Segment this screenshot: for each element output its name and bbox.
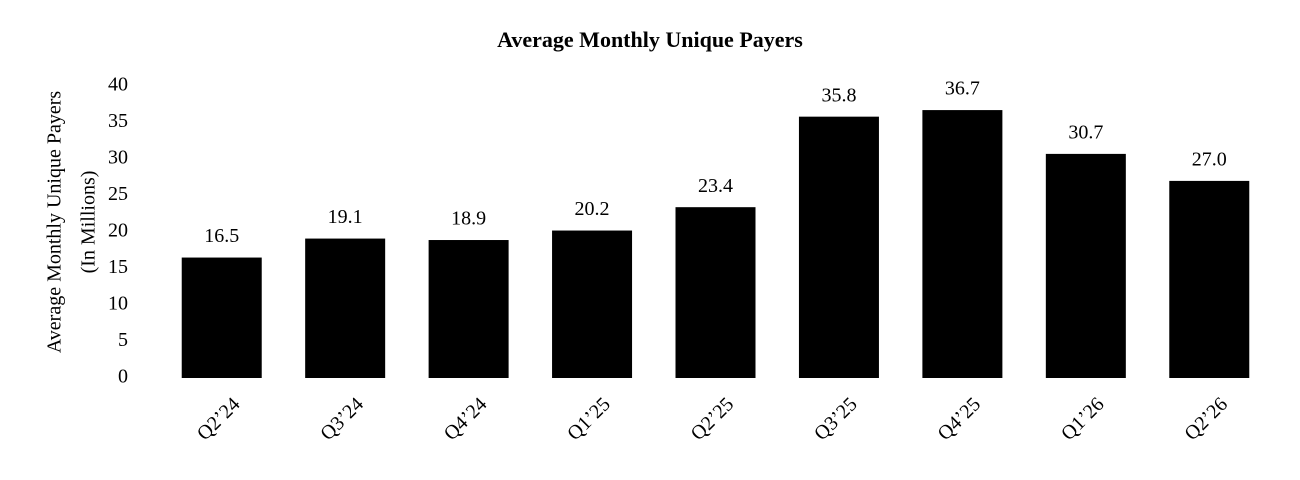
x-tick-label: Q2’24 (193, 393, 245, 445)
bar (675, 207, 756, 378)
x-tick-label: Q4’24 (440, 393, 492, 445)
y-axis-label: (In Millions) (78, 171, 100, 274)
y-axis-label: Average Monthly Unique Payers (44, 91, 66, 354)
value-label: 30.7 (1068, 121, 1103, 143)
x-tick-label: Q1’26 (1057, 393, 1109, 445)
y-tick-label: 10 (108, 293, 128, 315)
value-label: 27.0 (1192, 148, 1227, 170)
y-tick-label: 0 (118, 366, 128, 388)
y-tick-label: 25 (108, 183, 128, 205)
bar (305, 238, 386, 378)
bar (1169, 180, 1250, 378)
y-tick-label: 20 (108, 220, 128, 242)
bar (181, 257, 262, 378)
bar (552, 230, 633, 378)
value-label: 35.8 (821, 84, 856, 106)
value-label: 16.5 (204, 225, 239, 247)
bar (922, 110, 1003, 378)
x-tick-label: Q1’25 (563, 393, 615, 445)
x-tick-label: Q3’24 (316, 393, 368, 445)
y-tick-label: 40 (108, 74, 128, 96)
value-label: 23.4 (698, 175, 733, 197)
x-tick-label: Q4’25 (933, 393, 985, 445)
value-label: 19.1 (328, 206, 363, 228)
x-tick-label: Q3’25 (810, 393, 862, 445)
value-label: 36.7 (945, 78, 980, 100)
chart-title: Average Monthly Unique Payers (497, 27, 803, 52)
bar (1045, 153, 1126, 378)
x-tick-label: Q2’26 (1180, 393, 1232, 445)
y-tick-label: 5 (118, 329, 128, 351)
value-label: 20.2 (575, 198, 610, 220)
y-tick-label: 15 (108, 256, 128, 278)
bar (428, 240, 509, 378)
x-tick-label: Q2’25 (687, 393, 739, 445)
y-tick-label: 35 (108, 110, 128, 132)
value-label: 18.9 (451, 208, 486, 230)
y-tick-label: 30 (108, 147, 128, 169)
bar (798, 116, 879, 378)
